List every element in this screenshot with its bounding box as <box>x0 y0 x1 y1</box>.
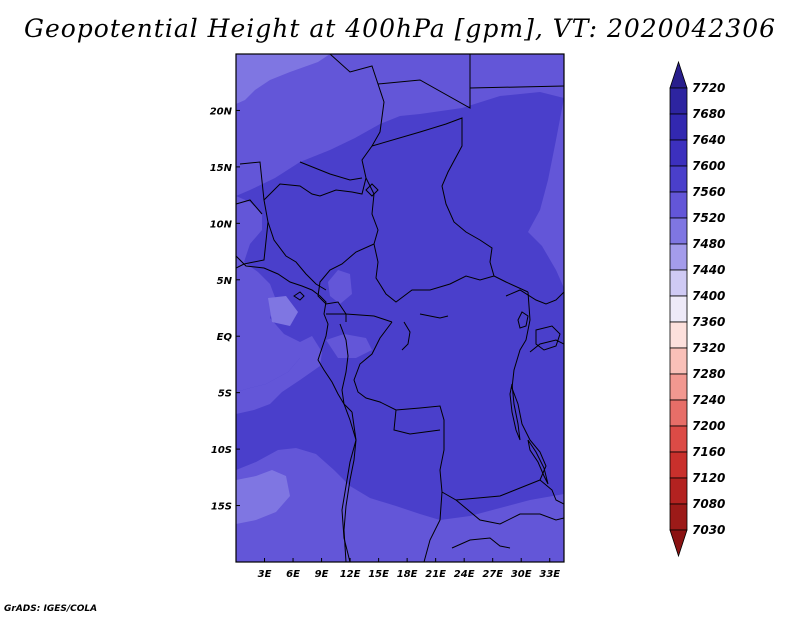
x-tick-label: 33E <box>539 569 560 580</box>
colorbar-label: 7160 <box>692 445 725 459</box>
map-frame <box>235 53 565 563</box>
lake-albert <box>517 311 529 329</box>
colorbar-segment <box>669 217 688 245</box>
field-east-7520 <box>528 98 564 288</box>
field-west-7520 <box>236 196 300 392</box>
colorbar-label: 7480 <box>692 237 725 251</box>
colorbar-segment <box>669 243 688 271</box>
plot-title: Geopotential Height at 400hPa [gpm], VT:… <box>23 14 777 43</box>
colorbar-segment <box>669 373 688 401</box>
colorbar-label: 7400 <box>692 289 725 303</box>
x-tick-label: 9E <box>315 569 329 580</box>
y-tick-label: 20N <box>210 106 233 117</box>
height-field <box>236 54 564 562</box>
field-west2-7520 <box>236 336 322 414</box>
kasai-river <box>401 321 411 351</box>
colorbar-segment <box>669 113 688 141</box>
x-tick-label: 27E <box>482 569 503 580</box>
y-tick-label: 10N <box>210 219 233 230</box>
x-tick-label: 12E <box>340 569 361 580</box>
colorbar: 7720 7680 7640 7600 7560 7520 7480 7440 7400 7360… <box>669 60 725 558</box>
y-tick-label: 5N <box>217 276 233 287</box>
lake-malawi <box>527 439 549 485</box>
colorbar-label: 7030 <box>692 523 725 537</box>
lake-victoria <box>535 325 561 351</box>
colorbar-segment <box>669 87 688 115</box>
y-tick-label: 10S <box>211 445 232 456</box>
field-sw-7480 <box>236 470 290 524</box>
coastline <box>236 255 357 562</box>
colorbar-segment <box>669 269 688 297</box>
field-nw-7480 <box>236 54 330 104</box>
lakes <box>365 183 561 485</box>
y-tick-label: 15N <box>210 163 233 174</box>
field-congo-7520 <box>326 334 372 358</box>
colorbar-segment <box>669 425 688 453</box>
colorbar-label: 7240 <box>692 393 725 407</box>
colorbar-segment <box>669 503 688 531</box>
x-tick-label: 18E <box>397 569 418 580</box>
colorbar-label: 7640 <box>692 133 725 147</box>
x-tick-label: 21E <box>425 569 446 580</box>
colorbar-segment <box>669 477 688 505</box>
colorbar-cap-top <box>669 60 688 89</box>
y-axis: 20N 15N 10N 5N EQ 5S 10S 15S <box>210 106 240 513</box>
lake-chad <box>365 183 379 197</box>
y-tick-label: EQ <box>217 332 233 343</box>
colorbar-label: 7200 <box>692 419 725 433</box>
field-north-7520 <box>236 54 564 196</box>
colorbar-segment <box>669 321 688 349</box>
lake-tanganyika <box>509 383 521 441</box>
colorbar-segment <box>669 399 688 427</box>
x-tick-label: 3E <box>258 569 272 580</box>
colorbar-label: 7360 <box>692 315 725 329</box>
colorbar-segment <box>669 165 688 193</box>
colorbar-label: 7440 <box>692 263 725 277</box>
x-axis: 3E 6E 9E 12E 15E 18E 21E 24E 27E 30E 33E <box>258 558 560 580</box>
colorbar-label: 7320 <box>692 341 725 355</box>
x-tick-label: 24E <box>454 569 475 580</box>
colorbar-label: 7520 <box>692 211 725 225</box>
y-tick-label: 5S <box>218 389 232 400</box>
field-gulf-7480 <box>268 296 298 326</box>
x-tick-label: 6E <box>286 569 300 580</box>
x-tick-label: 30E <box>511 569 532 580</box>
colorbar-label: 7600 <box>692 159 725 173</box>
colorbar-cap-bottom <box>669 529 688 558</box>
colorbar-label: 7680 <box>692 107 725 121</box>
colorbar-label: 7720 <box>692 81 725 95</box>
colorbar-segment <box>669 295 688 323</box>
colorbar-label: 7560 <box>692 185 725 199</box>
x-tick-label: 15E <box>368 569 389 580</box>
field-south-7520 <box>236 448 564 562</box>
colorbar-segment <box>669 451 688 479</box>
colorbar-segment <box>669 347 688 375</box>
colorbar-segment <box>669 191 688 219</box>
colorbar-label: 7280 <box>692 367 725 381</box>
colorbar-segment <box>669 139 688 167</box>
congo-river <box>419 313 449 319</box>
colorbar-label: 7120 <box>692 471 725 485</box>
colorbar-label: 7080 <box>692 497 725 511</box>
field-cameroon-7520 <box>328 270 352 304</box>
y-tick-label: 15S <box>211 502 232 513</box>
credit-label: GrADS: IGES/COLA <box>4 604 98 614</box>
